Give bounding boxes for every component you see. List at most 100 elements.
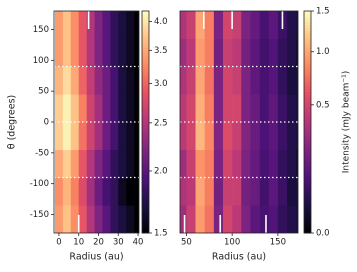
heatmap-cell — [94, 122, 103, 151]
colorbar-swatch — [142, 135, 149, 140]
heatmap-cell — [62, 177, 72, 206]
colorbar-swatch — [142, 24, 149, 29]
heatmap-cell — [110, 94, 119, 123]
colorbar-swatch — [304, 183, 311, 187]
heatmap-cell — [222, 149, 233, 178]
heatmap-cell — [54, 94, 64, 123]
colorbar-swatch — [304, 24, 311, 29]
heatmap-cell — [94, 149, 103, 178]
colorbar-label: Intensity (mJy beam⁻¹) — [342, 71, 352, 174]
colorbar-swatch — [142, 113, 149, 117]
y-tick-label: -50 — [35, 148, 49, 158]
colorbar-swatch — [304, 160, 311, 165]
heatmap-cell — [118, 122, 127, 151]
heatmap-cell — [250, 177, 260, 206]
colorbar-swatch — [304, 169, 311, 173]
colorbar-swatch — [142, 44, 149, 48]
heatmap-cell — [94, 11, 103, 40]
colorbar-frame — [303, 10, 312, 234]
colorbar-swatch — [304, 133, 311, 137]
colorbar-swatch — [304, 177, 311, 181]
colorbar-swatch — [304, 188, 311, 192]
colorbar-swatch — [304, 180, 311, 184]
colorbar-swatch — [304, 155, 311, 159]
heatmap-cell — [241, 94, 251, 123]
heatmap-cell — [222, 122, 233, 151]
colorbar-swatch — [142, 230, 149, 234]
colorbar-swatch — [304, 210, 311, 214]
y-tick-label: -150 — [30, 210, 49, 220]
heatmap-cell — [94, 38, 103, 67]
colorbar-swatch — [142, 85, 149, 90]
heatmap-cell — [78, 177, 87, 206]
heatmap-cell — [241, 11, 251, 40]
heatmap-cell — [195, 149, 205, 178]
colorbar-swatch — [304, 171, 311, 176]
heatmap-cell — [232, 122, 242, 151]
colorbar-swatch — [304, 41, 311, 45]
colorbar-swatch — [142, 108, 149, 112]
colorbar-swatch — [142, 72, 149, 76]
colorbar-swatch — [142, 208, 149, 212]
heatmap-cell — [296, 11, 298, 40]
heatmap-cell — [102, 11, 111, 40]
colorbar-swatch — [304, 158, 311, 162]
colorbar-swatch — [142, 180, 149, 184]
colorbar-swatch — [142, 58, 149, 62]
colorbar-swatch — [304, 130, 311, 134]
colorbar-swatch — [142, 169, 149, 173]
heatmap-cell — [110, 177, 119, 206]
heatmap-cell — [186, 38, 196, 67]
colorbar-swatch — [304, 72, 311, 76]
heatmap-cell — [204, 66, 215, 95]
colorbar-swatch — [304, 22, 311, 26]
heatmap-cell — [134, 205, 139, 233]
colorbar-swatch — [304, 66, 311, 70]
colorbar-swatch — [304, 63, 311, 67]
colorbar-swatch — [304, 191, 311, 195]
heatmap-cell — [134, 94, 139, 123]
colorbar-swatch — [304, 122, 311, 126]
colorbar-swatch — [304, 127, 311, 131]
x-tick-label: 100 — [224, 238, 240, 248]
colorbar-swatch — [304, 135, 311, 140]
colorbar-swatch — [142, 22, 149, 26]
colorbar-swatch — [142, 144, 149, 148]
heatmap-cell — [118, 66, 127, 95]
heatmap-cell — [118, 149, 127, 178]
colorbar-swatch — [142, 133, 149, 137]
x-axis-label: Radius (au) — [69, 252, 123, 263]
colorbar-swatch — [142, 227, 149, 231]
colorbar-swatch — [142, 127, 149, 131]
heatmap-cell — [268, 205, 279, 233]
heatmap-cell — [259, 177, 270, 206]
heatmap-cell — [118, 38, 127, 67]
heatmap-cell — [102, 38, 111, 67]
colorbar-swatch — [142, 124, 149, 128]
colorbar-tick-label: 4.0 — [154, 17, 168, 27]
heatmap-cell — [134, 177, 139, 206]
colorbar-tick-label: 0.0 — [316, 229, 330, 239]
colorbar-swatch — [304, 80, 311, 84]
heatmap-cell — [222, 38, 233, 67]
heatmap-cell — [126, 94, 135, 123]
colorbar-swatch — [142, 166, 149, 170]
colorbar-swatch — [142, 199, 149, 203]
colorbar-swatch — [304, 227, 311, 231]
heatmap-cell — [54, 149, 64, 178]
heatmap-cell — [287, 149, 297, 178]
colorbar-swatch — [142, 11, 149, 15]
heatmap — [54, 11, 139, 233]
colorbar-swatch — [142, 183, 149, 187]
colorbar-swatch — [142, 196, 149, 201]
heatmap-cell — [195, 11, 205, 40]
heatmap-cell — [110, 66, 119, 95]
colorbar-swatch — [304, 16, 311, 20]
colorbar-swatch — [304, 152, 311, 156]
colorbar-swatch — [142, 205, 149, 209]
colorbar-swatch — [304, 11, 311, 15]
colorbar-swatch — [304, 219, 311, 223]
colorbar-swatch — [142, 88, 149, 92]
colorbar-swatch — [142, 216, 149, 220]
heatmap-cell — [78, 66, 87, 95]
